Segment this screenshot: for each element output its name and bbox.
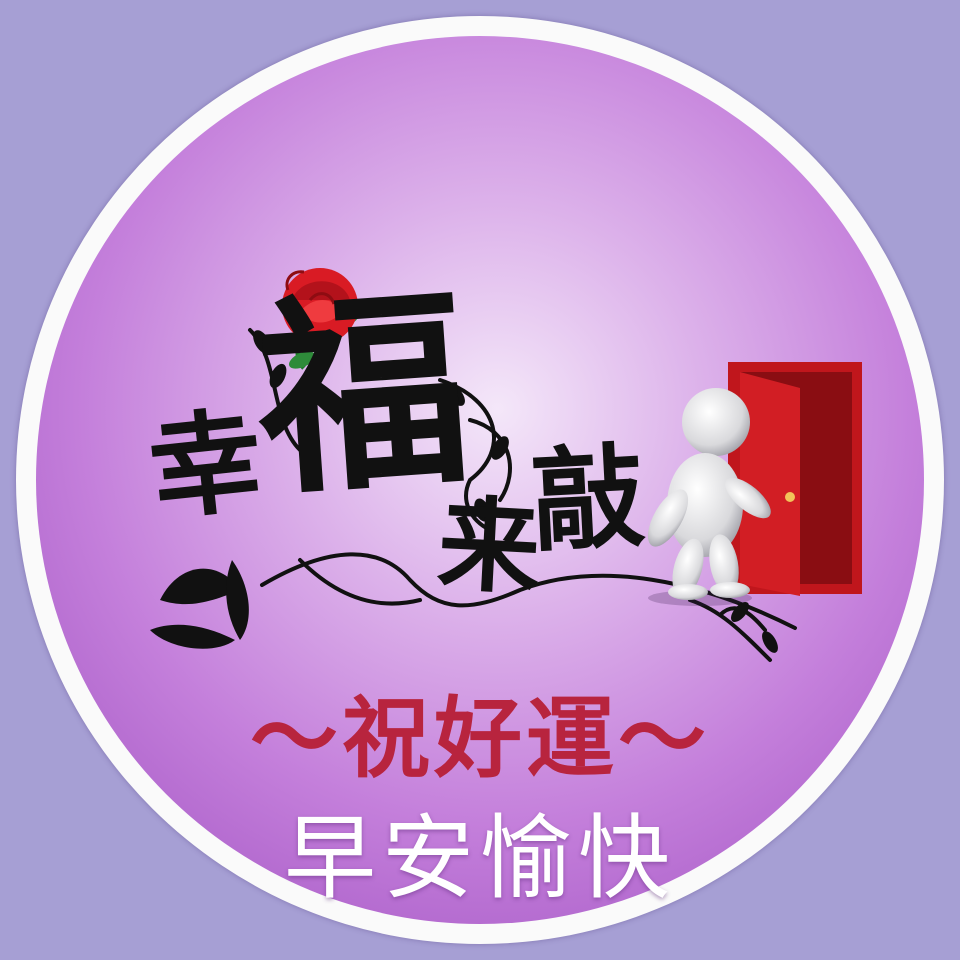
wish-text: ～祝好運～ (249, 686, 710, 790)
greeting-text: 早安愉快 (283, 805, 676, 912)
title-char-xing: 幸 (143, 394, 269, 537)
title-char-fu: 福 (249, 263, 477, 526)
title-char-qiao: 敲 (528, 431, 648, 568)
title-char-lai: 来 (434, 484, 544, 610)
